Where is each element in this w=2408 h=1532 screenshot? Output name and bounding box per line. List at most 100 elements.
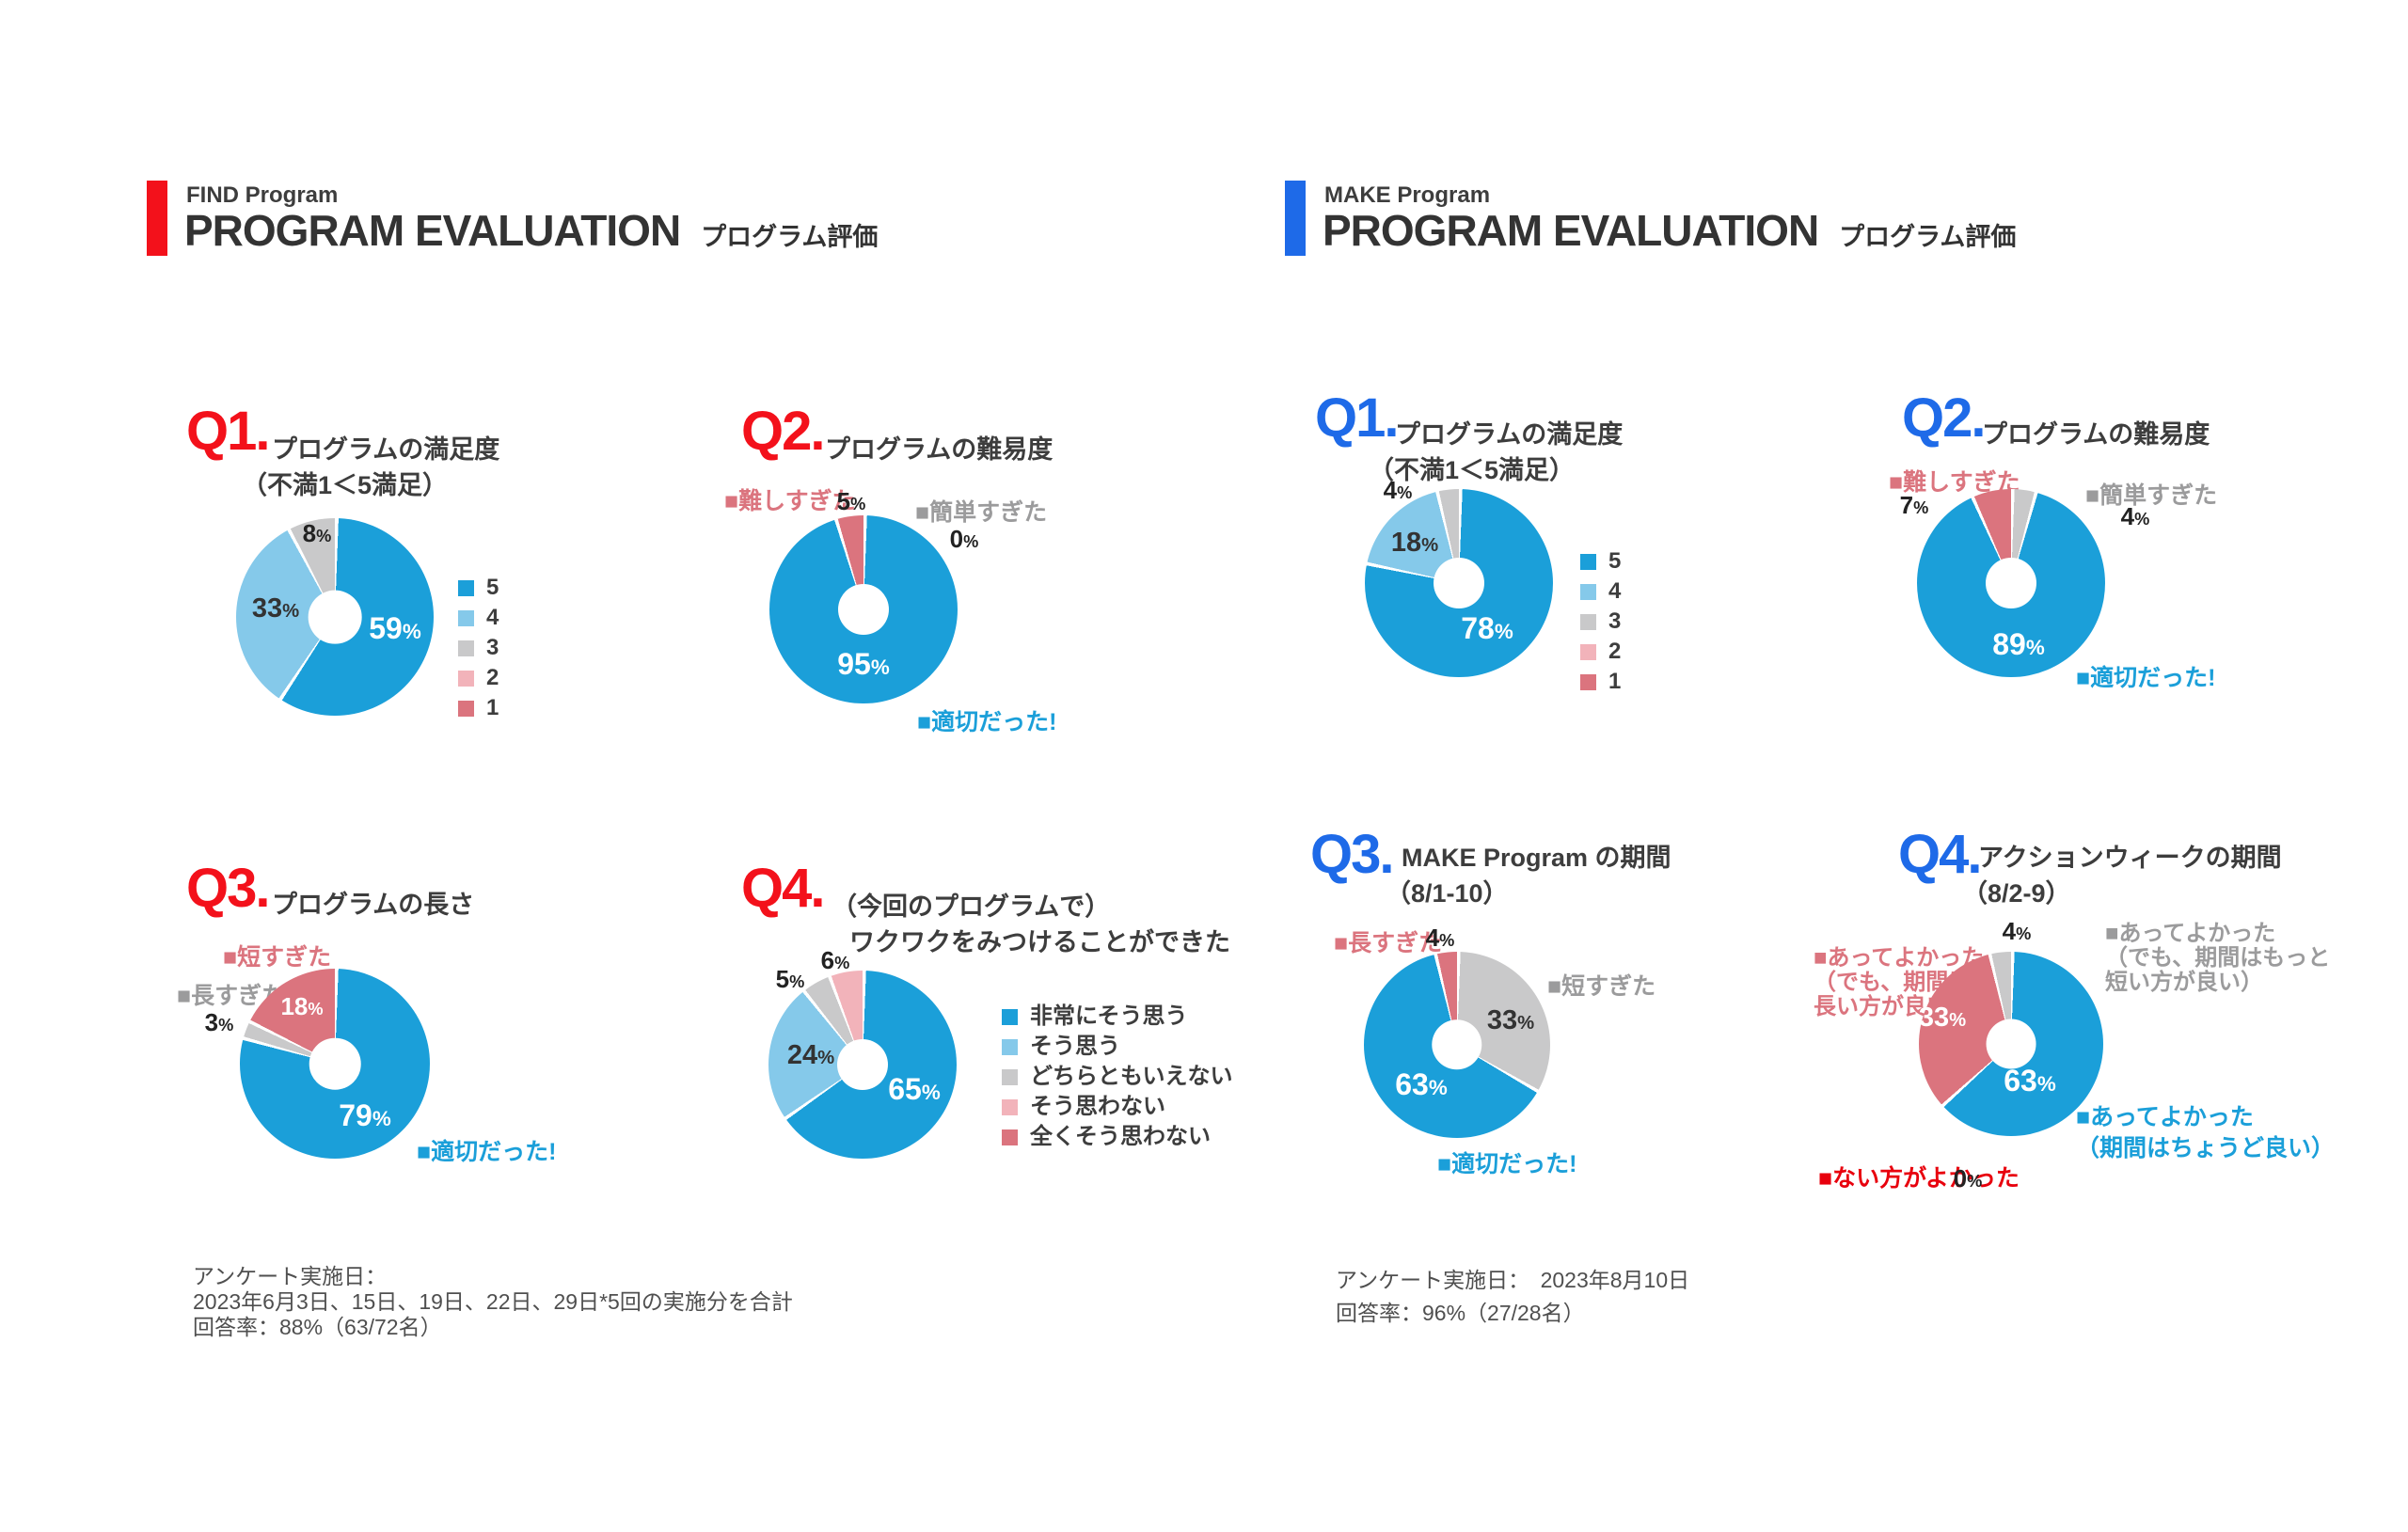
slice-value-label: 4% xyxy=(1425,924,1455,952)
slice-value-label: 78% xyxy=(1461,611,1513,645)
question-title-line2: （8/1-10） xyxy=(1386,879,1509,908)
question-number: Q1. xyxy=(186,401,270,462)
question-title-line2: ワクワクをみつけることができた xyxy=(849,928,1230,956)
slice-value-label: 59% xyxy=(369,611,421,645)
legend-item: 1 xyxy=(458,697,499,719)
question-number: Q3. xyxy=(1310,824,1394,885)
question-title: （今回のプログラムで） xyxy=(832,892,1111,921)
donut-chart xyxy=(1364,952,1550,1138)
find-page-title: PROGRAM EVALUATION xyxy=(184,206,681,255)
footer-line: 回答率：96%（27/28名） xyxy=(1336,1301,1585,1325)
footer-line: アンケート実施日： xyxy=(193,1264,388,1288)
legend-item: 5 xyxy=(458,576,499,599)
question-title: アクションウィークの期間 xyxy=(1978,844,2282,872)
callout-too-short: ■短すぎた xyxy=(223,944,332,971)
donut-hole xyxy=(1986,1019,2036,1069)
question-title: プログラムの満足度 xyxy=(1395,420,1624,449)
slice-value-label: 7% xyxy=(1899,491,1929,519)
donut-hole xyxy=(838,584,889,635)
footer-line: 回答率：88%（63/72名） xyxy=(193,1315,442,1339)
question-title: MAKE Program の期間 xyxy=(1402,844,1671,872)
make-header: PROGRAM EVALUATION プログラム評価 xyxy=(1323,209,2016,252)
legend: 5 4 3 2 1 xyxy=(1580,550,1621,703)
legend-swatch xyxy=(458,640,474,656)
callout-too-easy: ■簡単すぎた xyxy=(915,499,1048,526)
legend-swatch xyxy=(1002,1038,1018,1055)
slice-value-label: 33% xyxy=(1486,1005,1535,1035)
question-number: Q2. xyxy=(1902,387,1986,449)
legend-item: 2 xyxy=(458,667,499,689)
make-survey-footer: アンケート実施日： 2023年8月10日 回答率：96%（27/28名） xyxy=(1336,1264,1689,1330)
callout-better-without: ■ない方がよかった xyxy=(1818,1165,2020,1192)
legend-swatch xyxy=(1580,613,1596,630)
legend-swatch xyxy=(458,579,474,596)
callout-just-right: ■適切だった! xyxy=(1437,1151,1577,1177)
slice-value-label: 3% xyxy=(204,1008,234,1036)
slice-value-label: 89% xyxy=(1992,627,2045,661)
make-accent-bar xyxy=(1285,181,1306,256)
legend-swatch xyxy=(1580,643,1596,660)
footer-line: 2023年6月3日、15日、19日、22日、29日*5回の実施分を合計 xyxy=(193,1289,793,1314)
donut-chart xyxy=(768,971,957,1159)
legend: 5 4 3 2 1 xyxy=(458,576,499,730)
callout-just-right: ■適切だった! xyxy=(917,709,1057,735)
make-page-title: PROGRAM EVALUATION xyxy=(1323,206,1819,255)
slice-value-label: 0% xyxy=(1953,1164,1983,1192)
donut-chart xyxy=(769,515,958,703)
legend-swatch xyxy=(1580,553,1596,570)
question-number: Q4. xyxy=(1898,824,1982,885)
slice-value-label: 33% xyxy=(1918,1003,1967,1033)
legend-swatch xyxy=(1002,1068,1018,1085)
slice-value-label: 4% xyxy=(2120,502,2150,530)
callout-good-just-right: ■あってよかった （期間はちょうど良い） xyxy=(2076,1104,2336,1161)
callout-good-but-shorter: ■あってよかった （でも、期間はもっと 短い方が良い） xyxy=(2105,921,2331,995)
question-title-line2: （不満1＜5満足） xyxy=(242,471,449,499)
callout-just-right: ■適切だった! xyxy=(417,1139,557,1165)
legend-item: 4 xyxy=(458,607,499,629)
question-number: Q3. xyxy=(186,858,270,919)
donut-hole xyxy=(1432,1019,1482,1070)
slice-value-label: 5% xyxy=(775,965,805,993)
slice-value-label: 0% xyxy=(949,525,979,553)
slice-value-label: 79% xyxy=(339,1098,391,1132)
legend-item: 2 xyxy=(1580,640,1621,663)
find-header: PROGRAM EVALUATION プログラム評価 xyxy=(184,209,878,252)
slice-value-label: 63% xyxy=(2004,1064,2056,1098)
make-program-name: MAKE Program xyxy=(1324,182,1491,208)
find-program-name: FIND Program xyxy=(186,182,339,208)
find-survey-footer: アンケート実施日： 2023年6月3日、15日、19日、22日、29日*5回の実… xyxy=(193,1264,793,1340)
question-number: Q4. xyxy=(741,858,825,919)
donut-hole xyxy=(1434,558,1484,608)
legend-swatch xyxy=(1002,1008,1018,1025)
footer-line: アンケート実施日： 2023年8月10日 xyxy=(1336,1268,1690,1292)
slice-value-label: 5% xyxy=(836,487,866,515)
legend-swatch xyxy=(1002,1098,1018,1115)
legend-swatch xyxy=(458,609,474,626)
question-title: プログラムの満足度 xyxy=(272,435,500,464)
legend-item: そう思わない xyxy=(1002,1096,1233,1118)
question-title-line2: （不満1＜5満足） xyxy=(1369,456,1576,484)
question-title-line2: （8/2-9） xyxy=(1962,879,2071,908)
slice-value-label: 18% xyxy=(280,992,324,1020)
slice-value-label: 63% xyxy=(1395,1067,1448,1101)
donut-chart xyxy=(1919,952,2103,1136)
make-page-subtitle: プログラム評価 xyxy=(1839,223,2017,252)
question-title: プログラムの長さ xyxy=(272,891,475,919)
legend: 非常にそう思う そう思う どちらともいえない そう思わない 全くそう思わない xyxy=(1002,1005,1233,1159)
donut-chart xyxy=(240,969,430,1159)
question-number: Q1. xyxy=(1315,387,1399,449)
donut-hole xyxy=(309,1037,361,1090)
question-number: Q2. xyxy=(741,401,825,462)
legend-item: どちらともいえない xyxy=(1002,1066,1233,1088)
legend-item: 1 xyxy=(1580,671,1621,693)
slice-value-label: 4% xyxy=(2002,917,2032,945)
legend-swatch xyxy=(1580,583,1596,600)
legend-swatch xyxy=(458,700,474,717)
callout-too-easy: ■簡単すぎた xyxy=(2085,482,2218,509)
legend-swatch xyxy=(458,670,474,687)
legend-item: 全くそう思わない xyxy=(1002,1126,1233,1148)
slice-value-label: 95% xyxy=(837,647,890,681)
legend-swatch xyxy=(1002,1129,1018,1145)
legend-item: 4 xyxy=(1580,580,1621,603)
